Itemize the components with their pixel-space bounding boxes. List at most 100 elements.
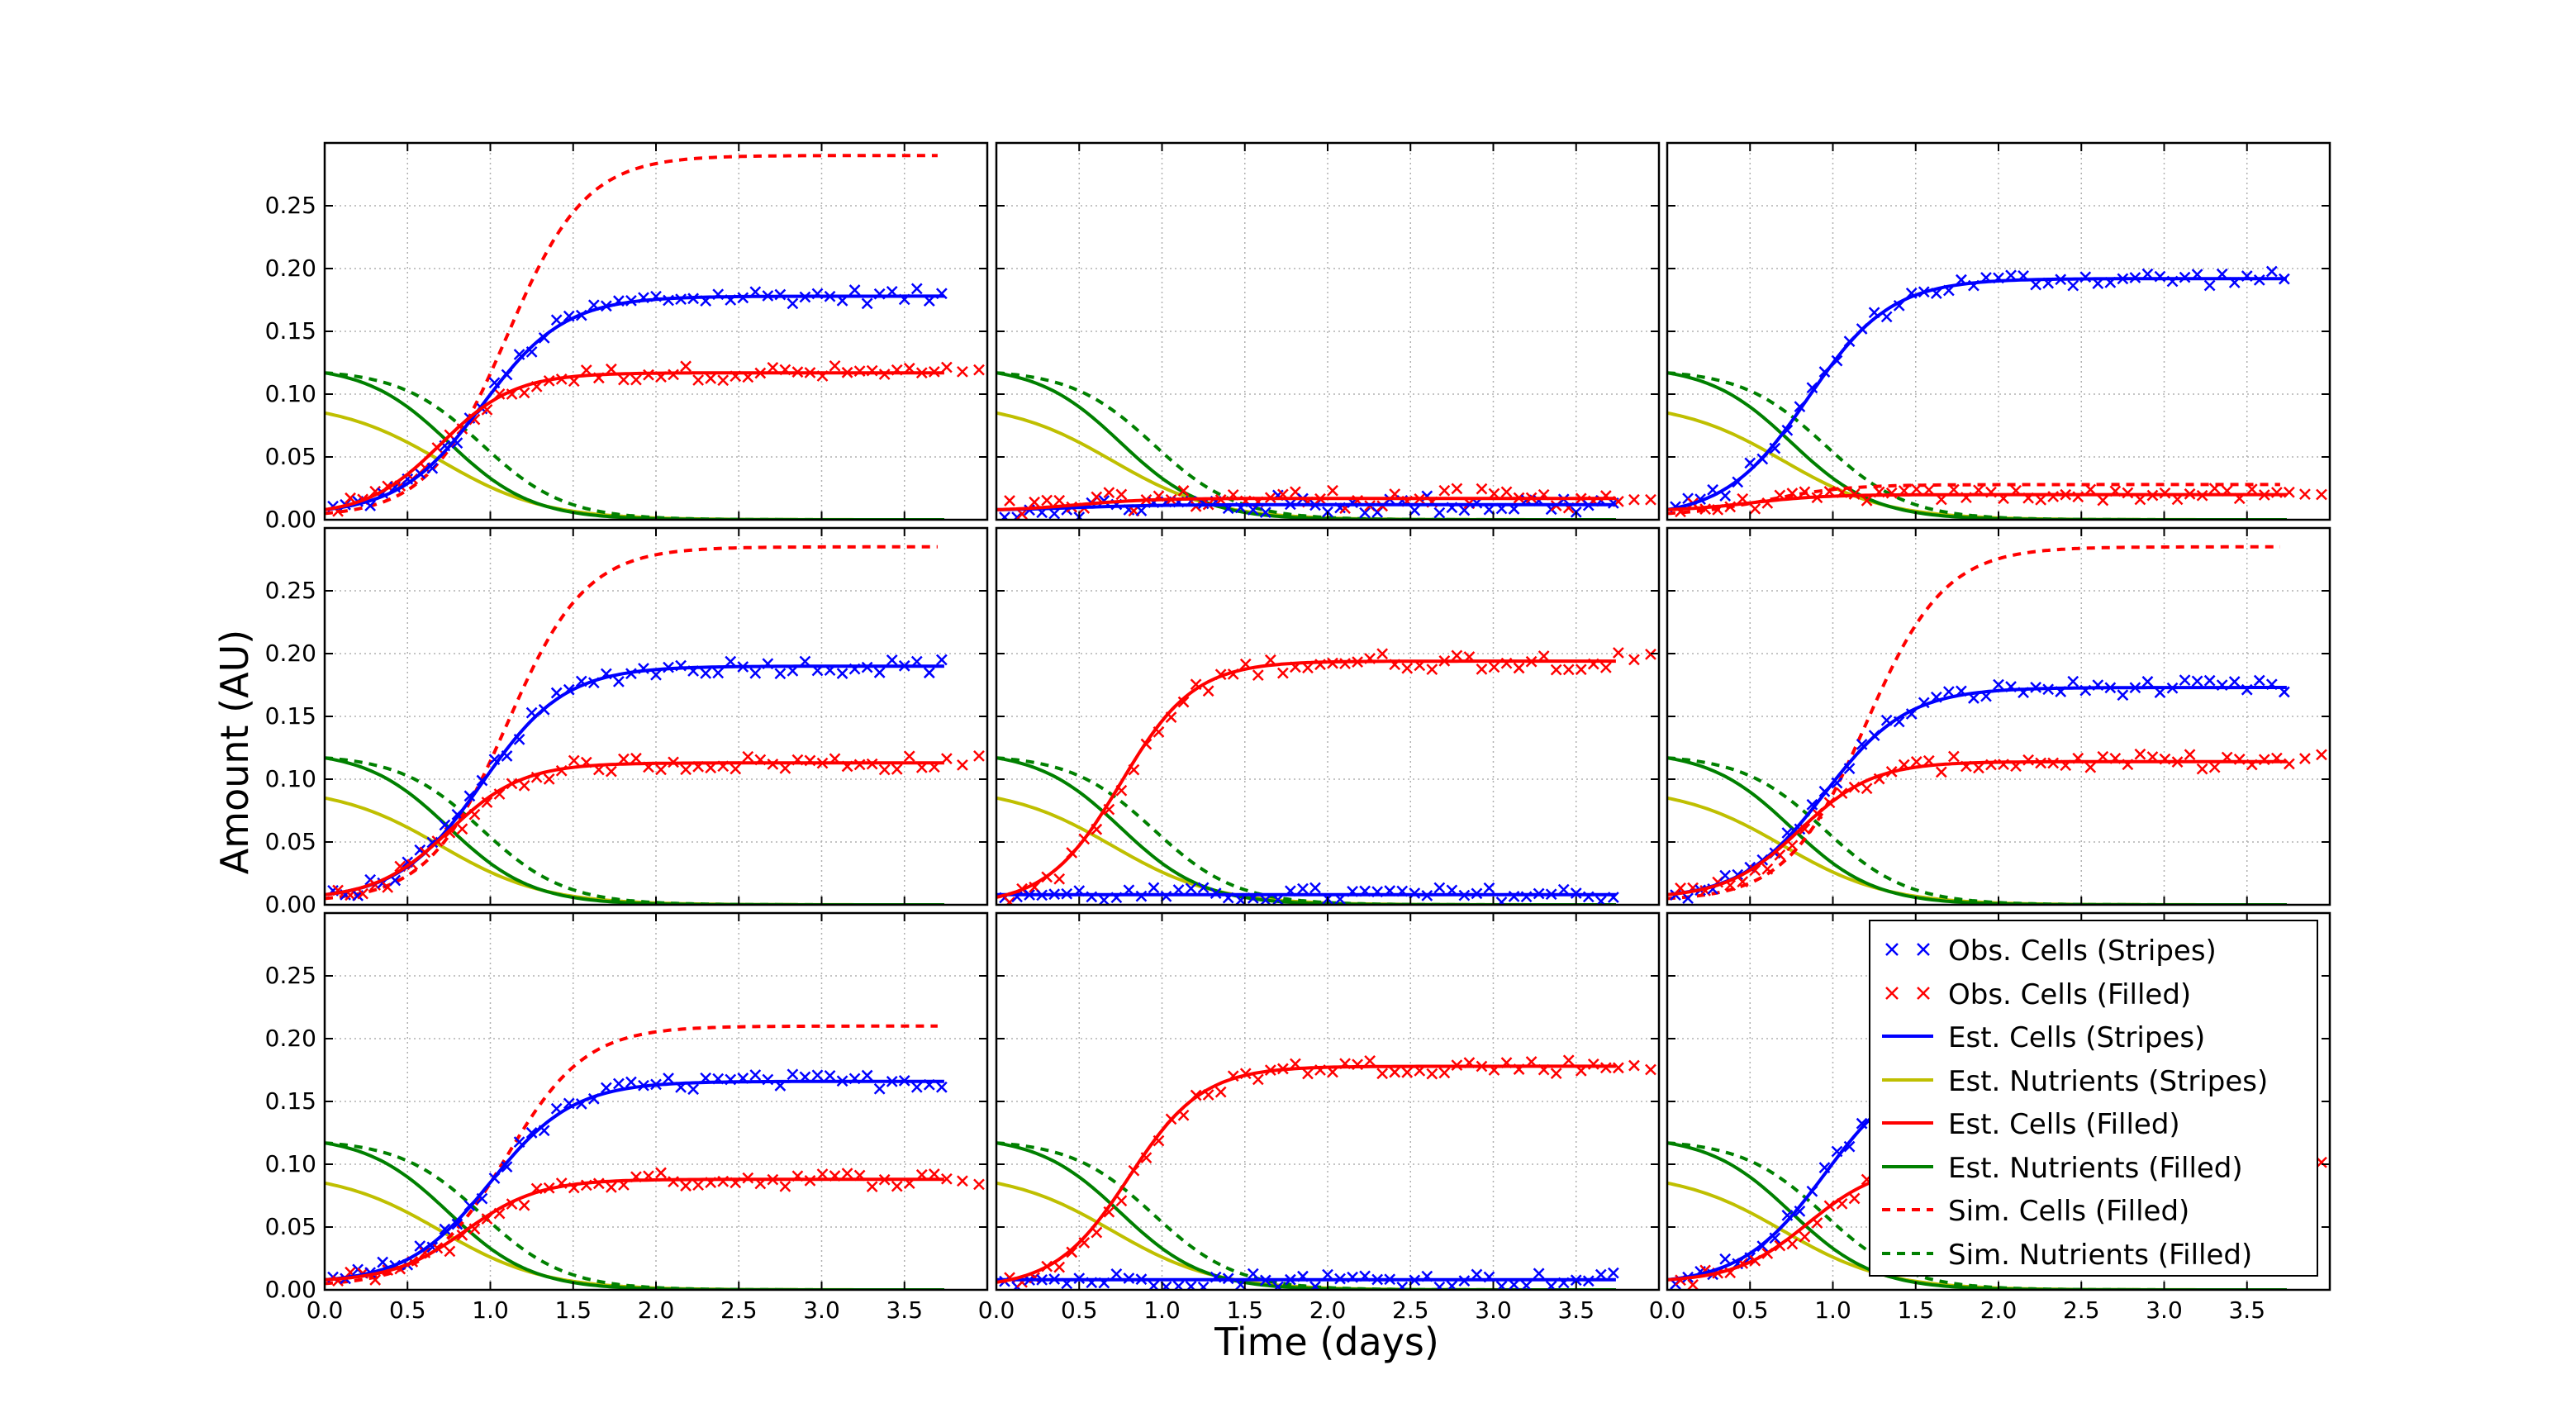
x-tick-label: 1.5 xyxy=(1897,1296,1934,1324)
obs-cells-filled-marker xyxy=(1786,840,1799,852)
x-tick-label: 1.0 xyxy=(472,1296,509,1324)
obs-cells-stripes-marker xyxy=(774,668,787,680)
obs-cells-stripes-marker xyxy=(2265,265,2278,278)
obs-cells-filled-marker xyxy=(717,374,730,387)
obs-cells-filled-marker xyxy=(655,763,667,776)
obs-cells-filled-marker xyxy=(1973,762,1984,774)
obs-cells-filled-marker xyxy=(1276,667,1289,679)
obs-cells-stripes-marker xyxy=(725,655,737,668)
obs-cells-filled-marker xyxy=(605,765,617,778)
obs-cells-filled-marker xyxy=(357,887,368,900)
obs-cells-filled-marker xyxy=(2208,483,2221,495)
obs-cells-filled-marker xyxy=(1438,1067,1451,1079)
obs-cells-filled-marker xyxy=(1376,1068,1389,1080)
obs-cells-stripes-marker xyxy=(2067,675,2079,687)
obs-cells-stripes-marker xyxy=(1048,507,1061,520)
obs-cells-filled-marker xyxy=(1910,483,1922,495)
obs-cells-filled-marker xyxy=(2084,761,2097,773)
obs-cells-filled-marker xyxy=(1947,750,1960,763)
obs-cells-filled-marker xyxy=(655,1167,667,1179)
obs-cells-stripes-marker xyxy=(824,1069,836,1082)
obs-cells-stripes-marker xyxy=(1607,1267,1619,1279)
est-cells-stripes-line xyxy=(1667,277,2287,511)
obs-cells-filled-marker xyxy=(605,1182,617,1193)
x-tick-label: 1.0 xyxy=(1143,1296,1181,1324)
obs-cells-stripes-marker xyxy=(525,1127,538,1139)
obs-cells-stripes-marker xyxy=(910,1081,923,1093)
sim-nutrients-filled-line xyxy=(1667,756,2287,905)
obs-cells-filled-marker xyxy=(1029,496,1040,508)
y-tick-label: 0.25 xyxy=(265,192,316,219)
obs-cells-stripes-marker xyxy=(811,1069,824,1082)
obs-cells-stripes-marker xyxy=(2253,674,2265,687)
sim-cells-filled-line xyxy=(325,154,938,516)
y-tick-label: 0.10 xyxy=(265,1150,316,1177)
obs-cells-filled-marker xyxy=(1004,495,1015,507)
legend-item: Est. Nutrients (Stripes) xyxy=(1870,1058,2317,1101)
obs-cells-filled-marker xyxy=(779,763,791,774)
legend-swatch xyxy=(1882,1077,1933,1082)
obs-cells-filled-marker xyxy=(705,373,717,384)
y-tick-label: 0.00 xyxy=(265,506,316,533)
obs-cells-stripes-marker xyxy=(439,1223,451,1235)
sim-cells-filled-line xyxy=(325,545,938,901)
obs-cells-stripes-marker xyxy=(787,1068,799,1081)
obs-cells-filled-marker xyxy=(2316,749,2327,761)
legend-item: Obs. Cells (Filled) xyxy=(1870,972,2317,1015)
obs-cells-filled-marker xyxy=(1538,650,1550,662)
obs-cells-filled-marker xyxy=(2208,761,2221,773)
obs-cells-filled-marker xyxy=(891,1180,903,1192)
obs-cells-stripes-marker xyxy=(1322,1268,1333,1281)
y-tick-label: 0.15 xyxy=(265,1087,316,1115)
obs-cells-stripes-marker xyxy=(1806,798,1818,811)
obs-cells-filled-marker xyxy=(630,373,642,386)
y-tick-label: 0.05 xyxy=(265,1213,316,1240)
legend-item: Sim. Nutrients (Filled) xyxy=(1870,1232,2317,1275)
obs-cells-filled-marker xyxy=(618,373,630,386)
obs-cells-filled-marker xyxy=(1488,661,1500,673)
obs-cells-filled-marker xyxy=(2299,753,2311,764)
obs-cells-filled-marker xyxy=(1645,1063,1656,1076)
obs-cells-stripes-marker xyxy=(1806,382,1818,394)
x-axis-label: Time (days) xyxy=(1214,1320,1439,1364)
obs-cells-stripes-marker xyxy=(1682,892,1694,904)
est-nutrients-filled-line xyxy=(325,756,944,905)
obs-cells-filled-marker xyxy=(957,759,968,771)
obs-cells-filled-marker xyxy=(680,1180,692,1192)
obs-cells-filled-marker xyxy=(518,1199,530,1211)
x-tick-label: 2.5 xyxy=(1392,1296,1429,1324)
est-cells-stripes-line xyxy=(996,502,1616,511)
obs-cells-stripes-marker xyxy=(700,668,712,679)
obs-cells-stripes-marker xyxy=(1533,1268,1545,1280)
obs-cells-stripes-marker xyxy=(1483,882,1495,894)
x-tick-label: 3.0 xyxy=(1475,1296,1512,1324)
obs-cells-filled-marker xyxy=(1848,1192,1861,1205)
obs-cells-filled-marker xyxy=(1389,1066,1401,1078)
obs-cells-filled-marker xyxy=(1053,494,1066,507)
obs-cells-filled-marker xyxy=(841,1168,853,1180)
obs-cells-stripes-marker xyxy=(1433,1281,1446,1290)
legend-swatch xyxy=(1882,1208,1933,1211)
obs-cells-filled-marker xyxy=(973,364,985,376)
obs-cells-filled-marker xyxy=(878,763,891,776)
y-tick-label: 0.25 xyxy=(265,577,316,604)
obs-cells-filled-marker xyxy=(1612,647,1624,659)
obs-cells-stripes-marker xyxy=(1309,1281,1321,1290)
obs-cells-filled-marker xyxy=(1799,823,1811,835)
est-cells-filled-line xyxy=(325,1177,944,1282)
x-tick-label: 2.5 xyxy=(2063,1296,2100,1324)
legend-label: Est. Cells (Filled) xyxy=(1948,1108,2180,1141)
x-tick-label: 0.5 xyxy=(389,1296,426,1324)
obs-cells-filled-marker xyxy=(1935,766,1947,778)
obs-cells-filled-marker xyxy=(767,361,779,373)
x-tick-label: 1.5 xyxy=(1226,1296,1263,1324)
obs-cells-filled-marker xyxy=(940,361,953,373)
legend: Obs. Cells (Stripes) Obs. Cells (Filled) E… xyxy=(1869,920,2318,1277)
obs-cells-stripes-marker xyxy=(1234,1278,1247,1290)
obs-cells-stripes-marker xyxy=(1271,894,1284,905)
obs-cells-filled-marker xyxy=(1947,483,1960,496)
obs-cells-filled-marker xyxy=(692,374,705,386)
x-tick-label: 2.0 xyxy=(1980,1296,2018,1324)
sim-nutrients-filled-line xyxy=(325,1141,944,1290)
